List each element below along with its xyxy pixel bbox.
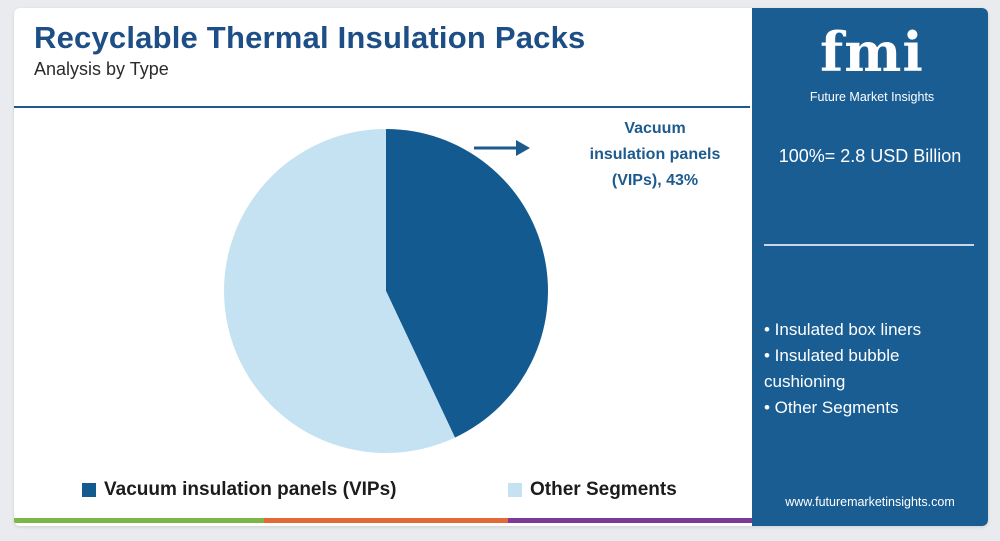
footer-bar-purple xyxy=(508,518,752,523)
legend-label-other: Other Segments xyxy=(530,479,677,500)
pie-slice-other xyxy=(223,129,455,454)
market-total: 100%= 2.8 USD Billion xyxy=(778,146,962,166)
callout-arrow-icon xyxy=(474,140,530,156)
logo-subtitle: Future Market Insights xyxy=(809,90,935,104)
segment-item: • Other Segments xyxy=(764,398,899,417)
pie-callout-label: Vacuum insulation panels (VIPs), 43% xyxy=(570,116,740,194)
chart-subtitle: Analysis by Type xyxy=(34,59,169,79)
segment-list: • Insulated box liners • Insulated bubbl… xyxy=(764,317,979,421)
callout-line-3: (VIPs), 43% xyxy=(611,172,699,189)
panel-divider xyxy=(764,244,974,246)
chart-title: Recyclable Thermal Insulation Packs xyxy=(34,20,586,55)
callout-line-2: insulation panels xyxy=(589,146,721,163)
footer-bar-green xyxy=(14,518,264,523)
callout-line-1: Vacuum xyxy=(624,120,686,137)
website-url: www.futuremarketinsights.com xyxy=(785,495,955,509)
fmi-logo: fmi Future Market Insights xyxy=(782,22,962,112)
legend-item-other: Other Segments xyxy=(508,479,677,501)
legend-swatch-vips xyxy=(82,483,96,497)
legend-swatch-other xyxy=(508,483,522,497)
info-panel: fmi Future Market Insights 100%= 2.8 USD… xyxy=(752,8,988,526)
segment-item: • Insulated box liners xyxy=(764,320,922,339)
chart-card: Recyclable Thermal Insulation Packs Anal… xyxy=(14,8,988,526)
pie-slice-vips xyxy=(386,129,548,438)
segment-item: • Insulated bubble cushioning xyxy=(764,346,900,391)
pie-chart xyxy=(223,129,548,454)
legend-label-vips: Vacuum insulation panels (VIPs) xyxy=(104,479,397,500)
logo-mark: fmi xyxy=(820,20,924,84)
legend-item-vips: Vacuum insulation panels (VIPs) xyxy=(82,479,396,501)
header-divider xyxy=(14,106,750,108)
footer-bar-orange xyxy=(264,518,508,523)
